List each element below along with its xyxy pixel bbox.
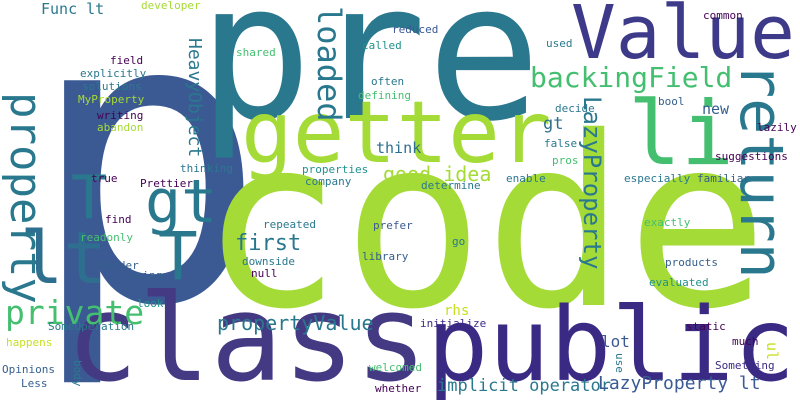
- cloud-word: exactly: [644, 216, 691, 229]
- cloud-word: happens: [6, 336, 53, 349]
- cloud-word: lazily: [757, 121, 797, 134]
- cloud-word: reduced: [392, 23, 439, 36]
- cloud-word: T: [71, 163, 108, 233]
- cloud-word: using: [129, 269, 163, 282]
- cloud-word: thinking: [180, 162, 233, 175]
- cloud-word: used: [546, 37, 573, 50]
- cloud-word: explicitly: [80, 67, 147, 80]
- cloud-word: prefer: [373, 219, 413, 232]
- cloud-word: rhs: [444, 303, 470, 319]
- cloud-word: LazyProperty lt: [598, 373, 761, 394]
- cloud-word: T: [158, 218, 198, 295]
- cloud-word: false: [544, 137, 578, 150]
- cloud-word: writing: [97, 109, 144, 122]
- cloud-word: go: [452, 235, 466, 248]
- cloud-word: Opinions: [2, 363, 55, 376]
- cloud-word: pre: [198, 0, 542, 163]
- cloud-word: called: [362, 39, 402, 52]
- cloud-word: readonly: [80, 231, 133, 244]
- cloud-word: company: [305, 175, 352, 188]
- cloud-word: find: [105, 213, 132, 226]
- cloud-word: lot: [601, 332, 630, 351]
- cloud-word: SomeOperation: [48, 320, 135, 333]
- cloud-word: familiar: [697, 172, 750, 185]
- cloud-word: Value: [571, 0, 795, 76]
- cloud-word: initialize: [420, 317, 487, 330]
- cloud-word: MyProperty: [78, 93, 145, 106]
- cloud-word: library: [362, 250, 409, 263]
- cloud-word: static: [686, 320, 726, 333]
- cloud-word: body: [71, 360, 84, 387]
- cloud-word: property: [0, 92, 51, 304]
- cloud-word: return: [726, 62, 796, 279]
- cloud-word: propertyValue: [217, 311, 374, 335]
- cloud-word: Less: [21, 377, 48, 390]
- cloud-word: loaded: [310, 6, 348, 122]
- cloud-word: developer: [141, 0, 201, 12]
- cloud-word: gt: [543, 114, 564, 134]
- cloud-word: lt: [20, 216, 107, 300]
- cloud-word: p: [27, 0, 268, 394]
- cloud-word: getter: [241, 83, 552, 183]
- cloud-word: Func lt: [41, 0, 105, 18]
- cloud-word: defining: [358, 89, 411, 102]
- cloud-word: HeavyObject: [184, 38, 205, 158]
- cloud-word: evaluated: [649, 276, 709, 289]
- cloud-word: backingField: [530, 61, 733, 94]
- cloud-word: harder: [99, 259, 139, 272]
- cloud-word: private: [5, 293, 145, 332]
- cloud-word: much: [732, 335, 759, 348]
- cloud-word: think: [376, 139, 422, 157]
- cloud-word: determine: [421, 179, 481, 192]
- cloud-word: code: [200, 86, 769, 361]
- cloud-word: implicit operator: [437, 376, 611, 396]
- cloud-word: often: [371, 75, 405, 88]
- cloud-word: good idea: [383, 162, 492, 186]
- cloud-word: field: [110, 54, 144, 67]
- cloud-word: repeated: [263, 218, 316, 231]
- cloud-word: use: [613, 353, 626, 373]
- cloud-word: gt: [145, 167, 218, 237]
- cloud-word: first: [235, 231, 302, 256]
- cloud-word: true: [91, 172, 118, 185]
- cloud-word: enable: [506, 172, 546, 185]
- cloud-word: ul: [763, 342, 781, 361]
- cloud-word: bool: [658, 95, 685, 108]
- cloud-word: null: [251, 267, 278, 280]
- cloud-word: LazyProperty: [578, 96, 606, 270]
- cloud-word: whether: [375, 382, 422, 395]
- cloud-word: shared: [236, 46, 276, 59]
- cloud-word: Something: [715, 359, 775, 372]
- cloud-word: properties: [302, 163, 369, 176]
- cloud-word: pros: [552, 154, 579, 167]
- cloud-word: decide: [555, 102, 595, 115]
- cloud-word: products: [665, 256, 718, 269]
- cloud-word: abandon: [97, 121, 144, 134]
- cloud-word: suggestions: [715, 150, 788, 163]
- cloud-word: public: [427, 286, 796, 400]
- cloud-word: li: [628, 82, 734, 185]
- cloud-word: downside: [242, 255, 295, 268]
- cloud-word: welcomed: [369, 361, 422, 374]
- cloud-word: Prettier: [140, 177, 193, 190]
- cloud-word: common: [703, 9, 743, 22]
- cloud-word: new: [702, 100, 730, 118]
- cloud-word: class: [66, 270, 428, 400]
- cloud-word: look: [137, 297, 164, 310]
- cloud-word: solutions: [82, 80, 142, 93]
- cloud-word: especially: [624, 172, 691, 185]
